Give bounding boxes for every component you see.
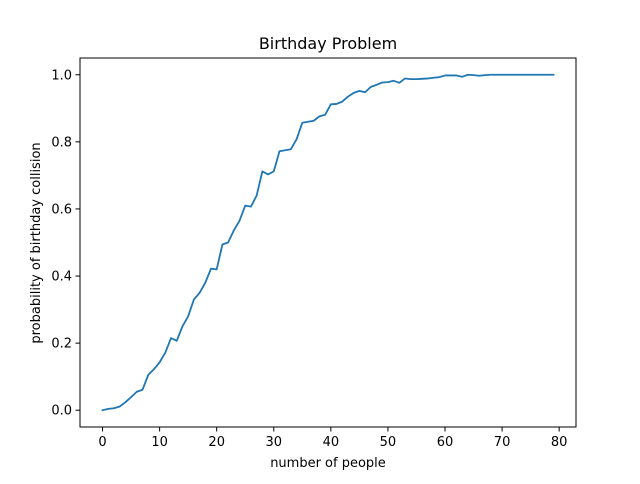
- chart-title: Birthday Problem: [259, 34, 397, 53]
- x-tick-label: 80: [551, 435, 568, 450]
- x-tick-label: 50: [380, 435, 397, 450]
- y-tick-label: 0.0: [51, 404, 72, 419]
- x-tick-label: 10: [151, 435, 168, 450]
- y-tick-label: 0.6: [51, 202, 72, 217]
- y-axis-ticks: 0.0 0.2 0.4 0.6 0.8 1.0: [51, 68, 80, 419]
- data-series: [101, 73, 555, 412]
- x-tick-label: 70: [494, 435, 511, 450]
- x-tick-label: 60: [437, 435, 454, 450]
- x-tick-label: 30: [266, 435, 283, 450]
- y-axis-label: probability of birthday collision: [29, 142, 44, 343]
- x-axis-ticks: 0 10 20 30 40 50 60 70 80: [98, 427, 567, 450]
- x-tick-label: 40: [323, 435, 340, 450]
- x-axis-label: number of people: [270, 456, 386, 471]
- probability-line: [101, 73, 555, 412]
- y-tick-label: 0.4: [51, 270, 72, 285]
- y-tick-label: 0.8: [51, 135, 72, 150]
- x-tick-label: 0: [98, 435, 106, 450]
- axes-frame: [79, 57, 577, 428]
- x-tick-label: 20: [208, 435, 225, 450]
- y-tick-label: 0.2: [51, 337, 72, 352]
- y-tick-label: 1.0: [51, 68, 72, 83]
